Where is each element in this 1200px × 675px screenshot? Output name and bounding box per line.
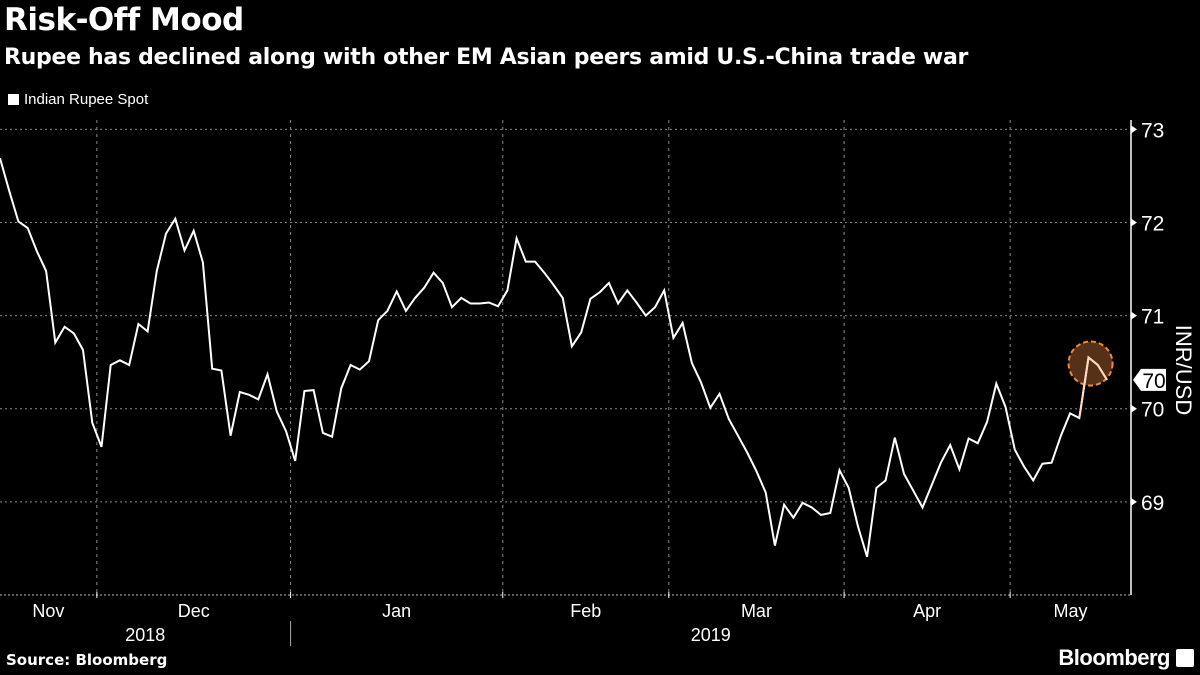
highlight-segment bbox=[1078, 355, 1108, 419]
x-axis: Nov Dec Jan Feb Mar Apr May 2018 2019 bbox=[0, 592, 1131, 646]
chart-title: Risk-Off Mood bbox=[4, 2, 244, 38]
legend-label: Indian Rupee Spot bbox=[24, 91, 149, 108]
bloomberg-chart-icon bbox=[1176, 649, 1194, 667]
x-month-label: Jan bbox=[382, 601, 411, 621]
source-note: Source: Bloomberg bbox=[6, 651, 168, 669]
y-tick-label: 69 bbox=[1141, 492, 1164, 515]
y-tick bbox=[1131, 218, 1137, 227]
chart-subtitle: Rupee has declined along with other EM A… bbox=[4, 45, 969, 70]
y-tick-label: 73 bbox=[1141, 119, 1164, 142]
last-value-label: 70 bbox=[1142, 370, 1165, 393]
x-year-label: 2019 bbox=[691, 625, 731, 645]
last-value-tag bbox=[1133, 368, 1166, 391]
x-year-label: 2018 bbox=[125, 625, 165, 645]
legend-swatch bbox=[8, 94, 19, 105]
y-tick-label: 70 bbox=[1141, 399, 1164, 422]
x-month-label: Mar bbox=[741, 601, 772, 621]
x-month-label: Dec bbox=[178, 601, 210, 621]
y-tick bbox=[1131, 311, 1137, 320]
grid bbox=[0, 120, 1131, 595]
y-tick bbox=[1131, 497, 1137, 506]
x-month-label: Nov bbox=[32, 601, 64, 621]
legend: Indian Rupee Spot bbox=[8, 91, 148, 108]
highlight-circle bbox=[1067, 340, 1114, 387]
y-axis-label: INR/USD bbox=[1171, 325, 1196, 415]
series-line bbox=[0, 157, 1108, 558]
y-tick-label: 72 bbox=[1141, 212, 1164, 235]
x-month-label: Feb bbox=[570, 601, 601, 621]
y-axis: 69 70 71 72 73 70 bbox=[1130, 119, 1166, 595]
x-month-label: Apr bbox=[913, 601, 941, 621]
y-tick-label: 71 bbox=[1141, 306, 1164, 329]
y-tick bbox=[1131, 125, 1137, 134]
series-indian-rupee-spot bbox=[0, 157, 1108, 558]
y-tick bbox=[1131, 404, 1137, 413]
overlay bbox=[1067, 340, 1114, 387]
bloomberg-logo: Bloomberg bbox=[1058, 645, 1170, 670]
x-month-label: May bbox=[1054, 601, 1088, 621]
